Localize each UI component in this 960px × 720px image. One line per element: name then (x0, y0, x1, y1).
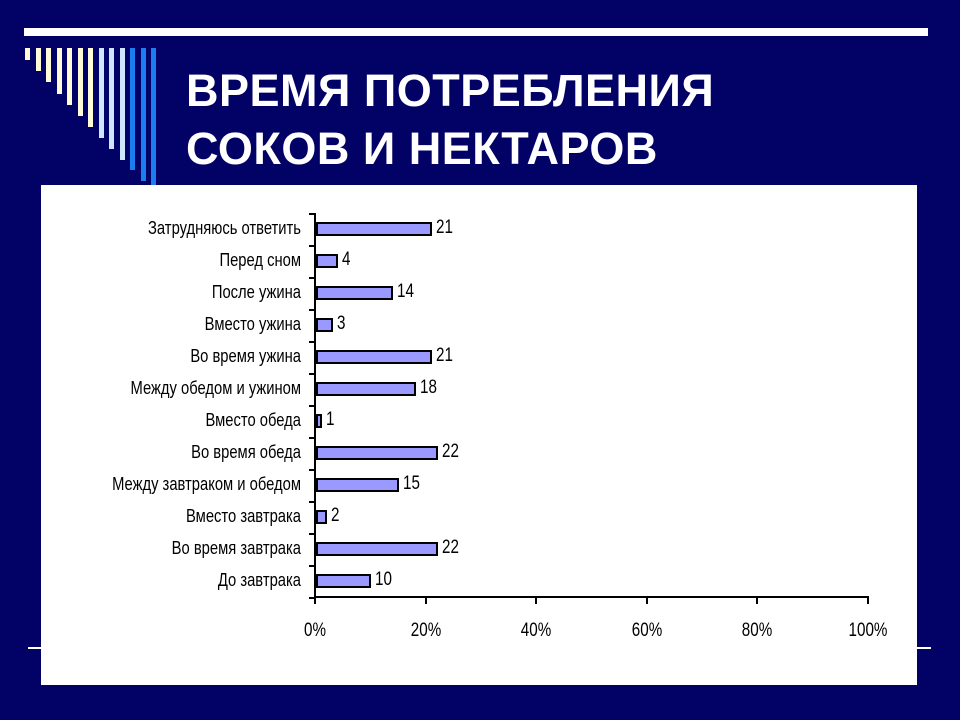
category-label: Между завтраком и обедом (112, 474, 301, 494)
category-label: До завтрака (217, 570, 301, 590)
stripe-decoration (99, 48, 104, 138)
right-rule (917, 647, 931, 649)
y-axis-tick (309, 533, 315, 535)
stripe-decoration (36, 48, 41, 71)
category-label: Во время обеда (191, 442, 301, 462)
stripe-decoration (46, 48, 51, 82)
x-axis-tick (645, 596, 648, 604)
data-label: 18 (419, 377, 437, 398)
data-label: 21 (436, 217, 454, 238)
x-tick-label: 20% (410, 620, 441, 641)
y-axis-tick (309, 565, 315, 567)
x-tick-label: 100% (848, 620, 888, 641)
category-label: Между обедом и ужином (130, 378, 301, 398)
x-axis-tick (867, 596, 869, 604)
category-label: Во время завтрака (171, 538, 301, 558)
data-label: 2 (331, 505, 340, 526)
y-axis-tick (309, 341, 315, 343)
title-line-1: ВРЕМЯ ПОТРЕБЛЕНИЯ (186, 65, 715, 116)
bar (316, 254, 339, 268)
bar (316, 574, 372, 588)
y-axis-tick (309, 469, 315, 471)
bar (316, 446, 438, 460)
category-label: После ужина (211, 282, 301, 302)
slide-title: ВРЕМЯ ПОТРЕБЛЕНИЯ СОКОВ И НЕКТАРОВ (186, 62, 714, 178)
chart-panel: Затрудняюсь ответить 21 Перед сном 4 После у… (41, 185, 917, 685)
x-axis-tick (314, 596, 316, 604)
y-axis-tick (309, 213, 315, 215)
data-label: 22 (441, 537, 459, 558)
stripe-decoration (141, 48, 146, 181)
y-axis-tick (309, 309, 315, 311)
y-axis-tick (309, 373, 315, 375)
x-tick-label: 40% (520, 620, 552, 641)
bar (316, 350, 433, 364)
category-label: Вместо обеда (205, 410, 301, 430)
y-axis-tick (309, 277, 315, 279)
stripe-decoration (109, 48, 114, 149)
x-tick-label: 0% (304, 620, 326, 641)
title-line-2: СОКОВ И НЕКТАРОВ (186, 123, 658, 174)
top-rule (24, 28, 928, 36)
category-label: Затрудняюсь ответить (148, 218, 301, 238)
left-rule (28, 647, 42, 649)
y-axis-tick (309, 405, 315, 407)
data-label: 14 (397, 281, 415, 302)
bar (316, 542, 438, 556)
x-axis-tick (424, 596, 427, 604)
stripe-decoration (120, 48, 125, 160)
bar (316, 382, 416, 396)
category-label: Перед сном (219, 250, 301, 270)
y-axis (314, 213, 316, 598)
x-tick-label: 80% (742, 620, 773, 641)
category-label: Вместо ужина (204, 314, 301, 334)
data-label: 21 (436, 345, 454, 366)
y-axis-tick (309, 437, 315, 439)
bar (316, 222, 433, 236)
x-axis-tick (535, 596, 538, 604)
bar (316, 286, 394, 300)
y-axis-tick (309, 597, 315, 599)
category-label: Вместо завтрака (186, 506, 301, 526)
data-label: 15 (402, 473, 420, 494)
stripe-decoration (57, 48, 62, 94)
stripe-decoration (130, 48, 135, 170)
stripe-decoration (88, 48, 93, 127)
x-axis (314, 596, 868, 598)
data-label: 22 (441, 441, 459, 462)
stripe-decoration (151, 48, 156, 186)
bar (316, 318, 333, 332)
y-axis-tick (309, 245, 315, 247)
data-label: 3 (336, 313, 346, 334)
bar (316, 478, 399, 492)
stripe-decoration (25, 48, 30, 60)
stripe-decoration (78, 48, 83, 116)
stripe-decoration (67, 48, 72, 105)
data-label: 4 (342, 249, 351, 270)
category-label: Во время ужина (190, 346, 301, 366)
data-label: 10 (375, 569, 393, 590)
bar (316, 510, 328, 524)
data-label: 1 (326, 409, 335, 430)
x-axis-tick (756, 596, 759, 604)
x-tick-label: 60% (631, 620, 663, 641)
y-axis-tick (309, 501, 315, 503)
bar (316, 414, 322, 428)
